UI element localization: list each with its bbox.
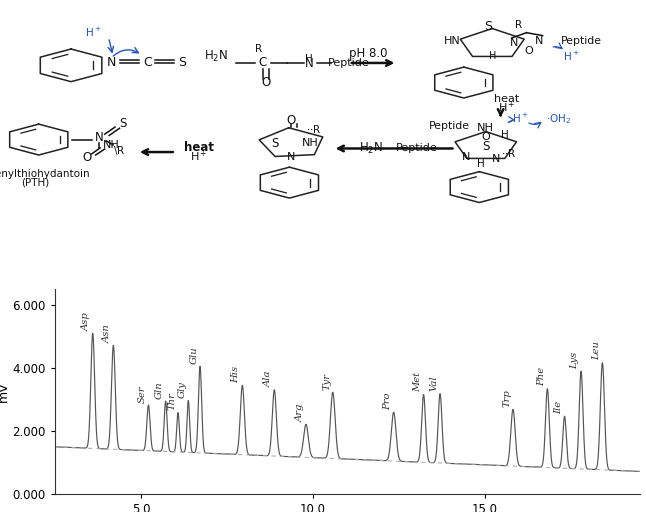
Text: Peptide: Peptide <box>561 36 601 46</box>
Text: $\cdot$$\cdot$R: $\cdot$$\cdot$R <box>501 147 517 159</box>
Text: NH: NH <box>103 140 120 150</box>
Text: O: O <box>481 133 490 142</box>
Text: H$^+$: H$^+$ <box>85 26 102 39</box>
Text: $\backslash$R: $\backslash$R <box>113 144 126 157</box>
Text: Val: Val <box>430 375 439 391</box>
Text: H: H <box>305 54 313 64</box>
Text: N: N <box>463 153 470 162</box>
Text: heat: heat <box>494 95 520 104</box>
Text: NH: NH <box>477 123 494 133</box>
Text: pH 8.0: pH 8.0 <box>349 47 388 60</box>
Text: H$^+$: H$^+$ <box>512 112 528 125</box>
Text: Glu: Glu <box>189 346 198 364</box>
Text: R: R <box>255 44 262 54</box>
Text: N: N <box>536 36 543 46</box>
Text: Phe: Phe <box>537 367 546 386</box>
Text: S: S <box>271 137 278 150</box>
Y-axis label: mV: mV <box>0 381 10 402</box>
Text: C: C <box>143 56 152 70</box>
Text: H$^+$: H$^+$ <box>563 50 580 63</box>
Text: H$_2$N: H$_2$N <box>204 49 229 64</box>
Text: H$^+$: H$^+$ <box>190 149 208 164</box>
Text: N: N <box>492 155 500 164</box>
Text: N: N <box>107 56 116 70</box>
Text: O: O <box>83 152 92 164</box>
Text: S: S <box>178 56 186 70</box>
Text: heat: heat <box>184 141 214 155</box>
Text: Ile: Ile <box>554 400 563 414</box>
Text: N: N <box>304 57 313 70</box>
Text: Leu: Leu <box>592 341 601 360</box>
Text: N: N <box>287 152 295 162</box>
Text: His: His <box>232 366 241 383</box>
Text: Phenylthiohydantoin: Phenylthiohydantoin <box>0 169 89 179</box>
Text: Pro: Pro <box>383 392 392 410</box>
Text: Asn: Asn <box>103 324 112 343</box>
Text: Thr: Thr <box>167 392 176 410</box>
Text: H$_2$N: H$_2$N <box>359 141 384 156</box>
Text: S: S <box>484 20 492 33</box>
Text: $\cdot$$\cdot$R: $\cdot$$\cdot$R <box>306 123 321 135</box>
Text: Lys: Lys <box>570 352 579 369</box>
Text: Peptide: Peptide <box>328 58 370 68</box>
Text: Trp: Trp <box>503 389 511 407</box>
Text: Arg: Arg <box>295 403 304 422</box>
Text: HN: HN <box>444 36 461 46</box>
Text: N: N <box>510 38 517 48</box>
Text: Tyr: Tyr <box>322 373 331 390</box>
Text: H: H <box>477 159 485 169</box>
Text: S: S <box>482 140 490 153</box>
Text: O: O <box>286 114 295 127</box>
Text: Peptide: Peptide <box>396 143 437 154</box>
Text: Ala: Ala <box>264 371 273 388</box>
Text: N: N <box>94 131 103 144</box>
Text: Peptide: Peptide <box>428 121 470 131</box>
Text: Gly: Gly <box>178 381 187 398</box>
Text: Ser: Ser <box>138 385 147 402</box>
Text: O: O <box>262 76 271 89</box>
Text: H: H <box>501 130 509 140</box>
Text: Met: Met <box>413 372 422 392</box>
Text: Asp: Asp <box>82 312 91 331</box>
Text: R: R <box>514 20 522 30</box>
Text: Gln: Gln <box>155 381 164 398</box>
Text: C: C <box>259 56 267 70</box>
Text: (PTH): (PTH) <box>21 178 50 187</box>
Text: H: H <box>488 51 496 61</box>
Text: H$^+$: H$^+$ <box>498 100 516 115</box>
Text: $\cdot$OH$_2$: $\cdot$OH$_2$ <box>546 112 572 125</box>
Text: NH: NH <box>302 138 318 148</box>
Text: S: S <box>119 117 127 130</box>
Text: O: O <box>524 46 533 56</box>
